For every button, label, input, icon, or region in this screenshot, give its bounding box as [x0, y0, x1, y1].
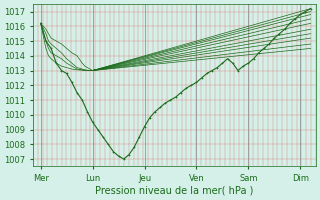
X-axis label: Pression niveau de la mer( hPa ): Pression niveau de la mer( hPa ): [95, 186, 253, 196]
